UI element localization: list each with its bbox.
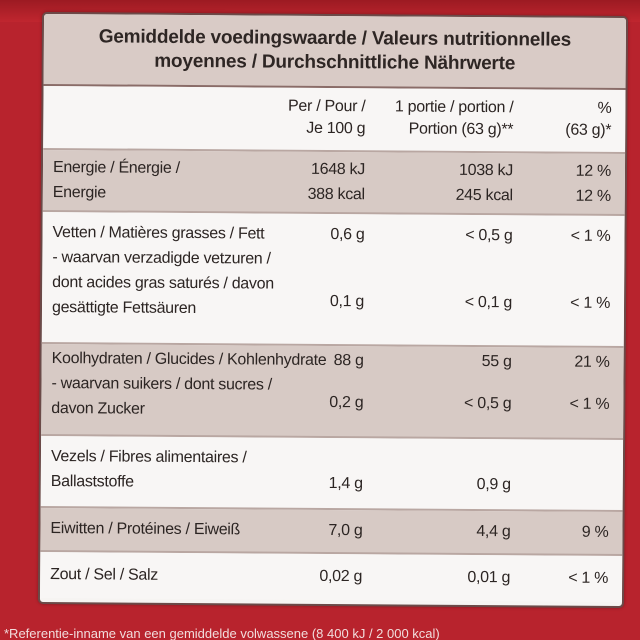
percent-header-line-2: (63 g)* <box>565 121 612 139</box>
percent-column-header: % (63 g)* <box>513 97 621 152</box>
carbohydrate-label: Koolhydraten / Glucides / Kohlenhydrate <box>51 350 327 369</box>
fibre-portion: 0,9 g <box>476 476 511 494</box>
footnote: *Referentie-inname van een gemiddelde vo… <box>4 626 440 640</box>
carbohydrate-pct: 21 % <box>574 353 610 371</box>
saturates-portion: < 0,1 g <box>464 293 513 312</box>
fibre-label-2: Ballaststoffe <box>50 473 134 491</box>
per100g-header-line-2: Je 100 g <box>306 119 366 138</box>
protein-label: Eiwitten / Protéines / Eiweiß <box>50 520 241 539</box>
protein-per100: 7,0 g <box>328 521 363 540</box>
salt-per100: 0,02 g <box>319 567 363 586</box>
label-column-header <box>43 94 261 150</box>
energy-label-1: Energie / Énergie / <box>52 159 180 177</box>
saturates-label-2: dont acides gras saturés / davon <box>52 274 274 293</box>
sugars-per100: 0,2 g <box>329 393 364 412</box>
energy-pct-kcal: 12 % <box>575 187 611 205</box>
salt-label: Zout / Sel / Salz <box>50 566 159 584</box>
carbohydrate-portion: 55 g <box>481 353 512 371</box>
portion-header-line-1: 1 portie / portion / <box>394 98 514 117</box>
protein-pct: 9 % <box>581 523 609 541</box>
fibre-label-1: Vezels / Fibres alimentaires / <box>50 448 247 467</box>
salt-row: Zout / Sel / Salz 0,02 g 0,01 g < 1 % <box>39 551 623 603</box>
table-title: Gemiddelde voedingswaarde / Valeurs nutr… <box>43 13 627 91</box>
saturates-label-3: gesättigte Fettsäuren <box>51 299 197 318</box>
sugars-pct: < 1 % <box>569 395 610 413</box>
sugars-label-2: davon Zucker <box>51 400 145 418</box>
nutrition-table: Gemiddelde voedingswaarde / Valeurs nutr… <box>37 11 629 609</box>
carbohydrate-per100: 88 g <box>333 352 364 370</box>
sugars-portion: < 0,5 g <box>464 394 512 413</box>
sugars-label-1: - waarvan suikers / dont sucres / <box>51 375 272 394</box>
per100g-header-line-1: Per / Pour / <box>288 97 366 116</box>
salt-pct: < 1 % <box>568 569 609 587</box>
energy-row: Energie / Énergie / Energie 1648 kJ 388 … <box>42 149 626 217</box>
fat-per100: 0,6 g <box>330 225 365 244</box>
salt-portion: 0,01 g <box>467 568 511 587</box>
portion-column-header: 1 portie / portion / Portion (63 g)** <box>365 96 514 151</box>
fat-pct: < 1 % <box>570 227 611 245</box>
fat-label: Vetten / Matières grasses / Fett <box>52 224 265 243</box>
energy-per100-kcal: 388 kcal <box>307 185 365 204</box>
energy-portion-kj: 1038 kJ <box>458 161 514 180</box>
title-line-2: moyennes / Durchschnittliche Nährwerte <box>154 50 516 75</box>
fat-portion: < 0,5 g <box>465 226 513 245</box>
energy-per100-kj: 1648 kJ <box>310 160 366 179</box>
per100g-column-header: Per / Pour / Je 100 g <box>261 95 365 150</box>
percent-header-line-1: % <box>597 99 612 117</box>
portion-header-line-2: Portion (63 g)** <box>408 120 514 139</box>
fat-row: Vetten / Matières grasses / Fett - waarv… <box>41 211 625 349</box>
protein-row: Eiwitten / Protéines / Eiweiß 7,0 g 4,4 … <box>40 507 623 557</box>
energy-label-2: Energie <box>52 184 106 202</box>
energy-pct-kj: 12 % <box>575 162 612 180</box>
fibre-row: Vezels / Fibres alimentaires / Ballastst… <box>40 435 624 513</box>
protein-portion: 4,4 g <box>476 523 511 541</box>
saturates-label-1: - waarvan verzadigde vetzuren / <box>52 249 271 268</box>
saturates-per100: 0,1 g <box>329 292 365 311</box>
title-line-1: Gemiddelde voedingswaarde / Valeurs nutr… <box>98 26 572 51</box>
fibre-per100: 1,4 g <box>328 474 363 493</box>
energy-portion-kcal: 245 kcal <box>455 186 513 205</box>
column-header-row: Per / Pour / Je 100 g 1 portie / portion… <box>43 85 626 155</box>
carbohydrate-row: Koolhydraten / Glucides / Kohlenhydrate … <box>41 343 624 441</box>
saturates-pct: < 1 % <box>570 294 611 312</box>
fibre-pct <box>511 472 609 498</box>
